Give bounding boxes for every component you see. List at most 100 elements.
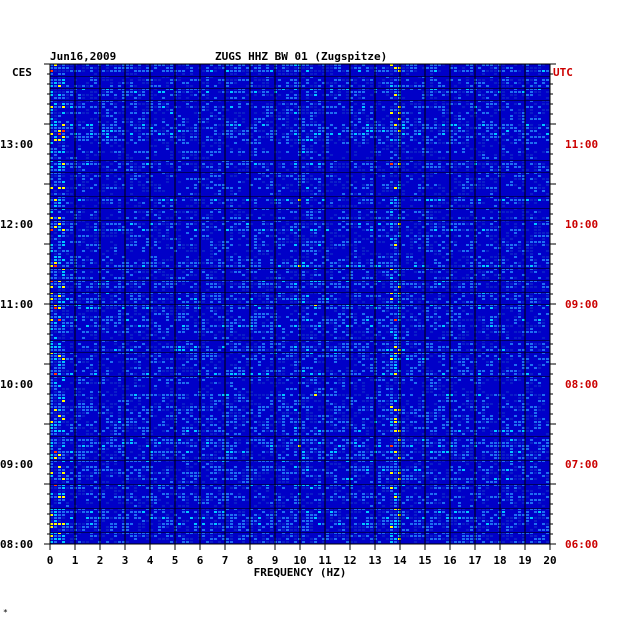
spectrogram-cell — [178, 139, 181, 141]
spectrogram-cell — [158, 184, 161, 186]
spectrogram-cell — [150, 247, 153, 249]
spectrogram-cell — [234, 229, 237, 231]
spectrogram-cell — [414, 127, 417, 129]
spectrogram-cell — [442, 112, 445, 114]
spectrogram-cell — [430, 229, 433, 231]
spectrogram-cell — [426, 127, 429, 129]
spectrogram-cell — [390, 199, 393, 201]
spectrogram-cell — [478, 256, 481, 258]
spectrogram-cell — [430, 154, 433, 156]
spectrogram-cell — [54, 118, 57, 120]
spectrogram-cell — [522, 79, 525, 81]
spectrogram-cell — [422, 289, 425, 291]
spectrogram-cell — [254, 262, 257, 264]
spectrogram-cell — [490, 106, 493, 108]
spectrogram-cell — [530, 136, 533, 138]
spectrogram-cell — [494, 265, 497, 267]
spectrogram-cell — [306, 91, 309, 93]
spectrogram-cell — [338, 178, 341, 180]
spectrogram-cell — [302, 67, 305, 69]
spectrogram-cell — [122, 226, 125, 228]
spectrogram-cell — [142, 235, 145, 237]
spectrogram-cell — [454, 169, 457, 171]
spectrogram-cell — [378, 235, 381, 237]
spectrogram-cell — [138, 169, 141, 171]
spectrogram-cell — [110, 289, 113, 291]
spectrogram-cell — [170, 286, 173, 288]
spectrogram-cell — [478, 181, 481, 183]
spectrogram-cell — [238, 133, 241, 135]
spectrogram-cell — [178, 241, 181, 243]
spectrogram-cell — [538, 229, 541, 231]
spectrogram-cell — [478, 151, 481, 153]
spectrogram-cell — [354, 250, 357, 252]
spectrogram-cell — [390, 145, 393, 147]
spectrogram-cell — [258, 73, 261, 75]
spectrogram-cell — [526, 157, 529, 159]
spectrogram-cell — [282, 64, 285, 66]
spectrogram-cell — [502, 241, 505, 243]
spectrogram-cell — [466, 112, 469, 114]
spectrogram-cell — [510, 181, 513, 183]
spectrogram-cell — [62, 97, 65, 99]
spectrogram-cell — [94, 199, 97, 201]
spectrogram-cell — [534, 157, 537, 159]
spectrogram-cell — [534, 181, 537, 183]
spectrogram-cell — [178, 277, 181, 279]
spectrogram-cell — [466, 94, 469, 96]
spectrogram-cell — [506, 67, 509, 69]
spectrogram-cell — [390, 130, 393, 132]
spectrogram-cell — [58, 130, 61, 132]
spectrogram-cell — [542, 103, 545, 105]
spectrogram-cell — [194, 250, 197, 252]
spectrogram-cell — [410, 124, 413, 126]
spectrogram-cell — [350, 226, 353, 228]
spectrogram-cell — [62, 274, 65, 276]
spectrogram-cell — [386, 271, 389, 273]
spectrogram-cell — [382, 106, 385, 108]
spectrogram-cell — [194, 295, 197, 297]
spectrogram-cell — [106, 121, 109, 123]
spectrogram-cell — [346, 187, 349, 189]
spectrogram-cell — [158, 223, 161, 225]
spectrogram-cell — [346, 241, 349, 243]
spectrogram-cell — [314, 259, 317, 261]
spectrogram-cell — [118, 265, 121, 267]
spectrogram-cell — [366, 130, 369, 132]
spectrogram-cell — [414, 139, 417, 141]
spectrogram-cell — [510, 91, 513, 93]
spectrogram-cell — [546, 217, 549, 219]
spectrogram-cell — [306, 70, 309, 72]
spectrogram-cell — [462, 193, 465, 195]
spectrogram-cell — [414, 271, 417, 273]
spectrogram-cell — [166, 259, 169, 261]
spectrogram-cell — [510, 217, 513, 219]
spectrogram-cell — [418, 112, 421, 114]
spectrogram-cell — [266, 289, 269, 291]
spectrogram-cell — [478, 85, 481, 87]
spectrogram-cell — [90, 91, 93, 93]
spectrogram-cell — [442, 103, 445, 105]
spectrogram-cell — [142, 109, 145, 111]
spectrogram-cell — [546, 85, 549, 87]
spectrogram-cell — [534, 232, 537, 234]
spectrogram-cell — [294, 118, 297, 120]
spectrogram-cell — [470, 157, 473, 159]
spectrogram-cell — [354, 115, 357, 117]
spectrogram-cell — [86, 259, 89, 261]
spectrogram-cell — [242, 232, 245, 234]
spectrogram-cell — [446, 265, 449, 267]
spectrogram-cell — [54, 139, 57, 141]
spectrogram-cell — [146, 214, 149, 216]
spectrogram-cell — [342, 70, 345, 72]
spectrogram-cell — [522, 223, 525, 225]
spectrogram-cell — [490, 166, 493, 168]
spectrogram-cell — [134, 85, 137, 87]
spectrogram-cell — [490, 217, 493, 219]
spectrogram-cell — [534, 67, 537, 69]
spectrogram-cell — [450, 112, 453, 114]
spectrogram-cell — [130, 85, 133, 87]
spectrogram-cell — [70, 202, 73, 204]
spectrogram-cell — [138, 94, 141, 96]
spectrogram-cell — [414, 133, 417, 135]
